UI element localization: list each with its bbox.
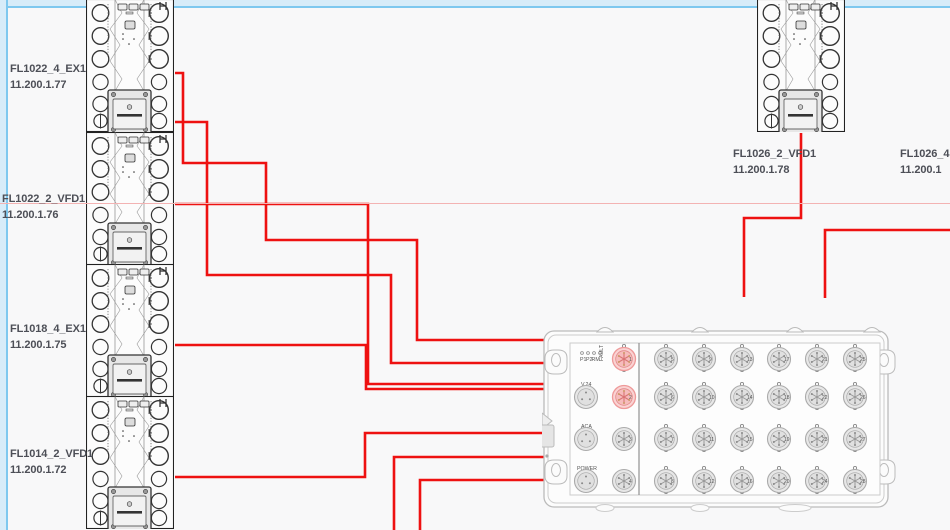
svg-text:17: 17	[784, 357, 790, 363]
svg-text:27: 27	[860, 437, 866, 443]
svg-text:18: 18	[784, 395, 790, 401]
svg-text:28: 28	[860, 479, 866, 485]
svg-text:FAULT: FAULT	[599, 344, 605, 361]
svg-text:1: 1	[629, 357, 632, 363]
svg-text:12: 12	[709, 479, 715, 485]
svg-text:10: 10	[709, 395, 715, 401]
svg-text:8: 8	[671, 479, 674, 485]
svg-text:4: 4	[629, 479, 632, 485]
svg-text:15: 15	[747, 437, 753, 443]
svg-text:13: 13	[747, 357, 753, 363]
svg-text:7: 7	[671, 437, 674, 443]
svg-text:9: 9	[709, 357, 712, 363]
svg-text:22: 22	[822, 395, 828, 401]
svg-text:6: 6	[671, 395, 674, 401]
svg-text:20: 20	[784, 479, 790, 485]
svg-text:5: 5	[671, 357, 674, 363]
svg-text:19: 19	[784, 437, 790, 443]
svg-text:26: 26	[860, 395, 866, 401]
svg-text:24: 24	[822, 479, 828, 485]
svg-text:2: 2	[629, 395, 632, 401]
svg-text:11: 11	[709, 437, 714, 443]
svg-text:25: 25	[860, 357, 866, 363]
svg-text:16: 16	[747, 479, 753, 485]
svg-text:21: 21	[822, 357, 828, 363]
svg-text:23: 23	[822, 437, 828, 443]
svg-text:3: 3	[629, 437, 632, 443]
svg-text:14: 14	[747, 395, 753, 401]
